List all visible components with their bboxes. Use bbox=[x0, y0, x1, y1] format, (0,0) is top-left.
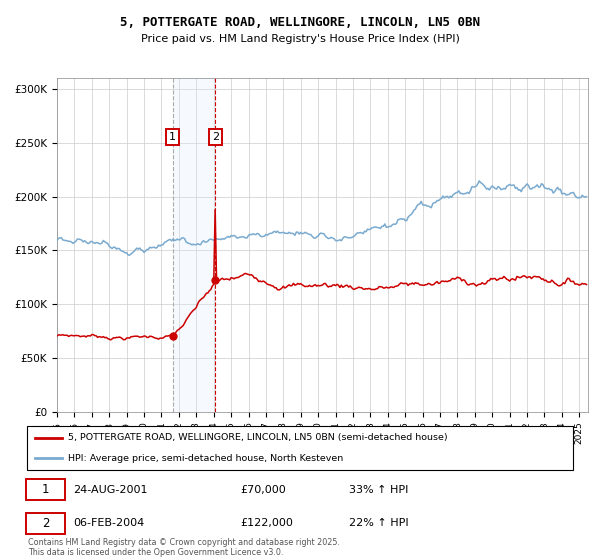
Text: 06-FEB-2004: 06-FEB-2004 bbox=[73, 518, 145, 528]
Bar bbox=[173, 78, 215, 412]
Text: 2: 2 bbox=[212, 132, 219, 142]
Text: 24-AUG-2001: 24-AUG-2001 bbox=[73, 485, 148, 495]
Text: HPI: Average price, semi-detached house, North Kesteven: HPI: Average price, semi-detached house,… bbox=[68, 454, 343, 463]
FancyBboxPatch shape bbox=[27, 426, 573, 470]
Text: £70,000: £70,000 bbox=[240, 485, 286, 495]
Text: Contains HM Land Registry data © Crown copyright and database right 2025.
This d: Contains HM Land Registry data © Crown c… bbox=[28, 538, 340, 557]
Text: 2: 2 bbox=[42, 517, 49, 530]
Text: 33% ↑ HPI: 33% ↑ HPI bbox=[349, 485, 409, 495]
FancyBboxPatch shape bbox=[26, 479, 65, 500]
Text: 5, POTTERGATE ROAD, WELLINGORE, LINCOLN, LN5 0BN (semi-detached house): 5, POTTERGATE ROAD, WELLINGORE, LINCOLN,… bbox=[68, 433, 448, 442]
Text: £122,000: £122,000 bbox=[240, 518, 293, 528]
Text: Price paid vs. HM Land Registry's House Price Index (HPI): Price paid vs. HM Land Registry's House … bbox=[140, 34, 460, 44]
Text: 22% ↑ HPI: 22% ↑ HPI bbox=[349, 518, 409, 528]
FancyBboxPatch shape bbox=[26, 513, 65, 534]
Text: 5, POTTERGATE ROAD, WELLINGORE, LINCOLN, LN5 0BN: 5, POTTERGATE ROAD, WELLINGORE, LINCOLN,… bbox=[120, 16, 480, 29]
Text: 1: 1 bbox=[42, 483, 49, 496]
Text: 1: 1 bbox=[169, 132, 176, 142]
